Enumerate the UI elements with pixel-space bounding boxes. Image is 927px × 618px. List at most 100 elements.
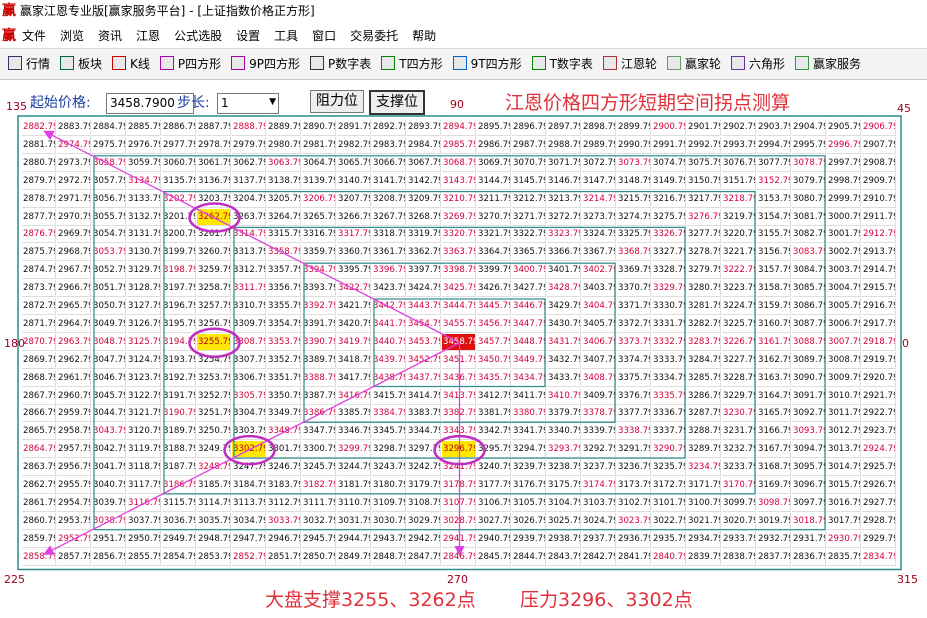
menu-item[interactable]: 文件 (22, 29, 47, 43)
grid-cell: 3384.79 (372, 405, 406, 423)
tool-label: P四方形 (177, 57, 222, 71)
toolbar-button[interactable]: 板块 (60, 49, 102, 79)
grid-cell: 2944.79 (337, 530, 371, 548)
grid-cell: 2951.79 (92, 530, 126, 548)
grid-cell: 2904.79 (792, 119, 826, 136)
grid-cell: 3172.79 (652, 477, 686, 494)
start-price-input[interactable]: 3458.7900 (106, 93, 194, 114)
grid-cell: 3188.79 (162, 441, 196, 459)
grid-cell: 3371.79 (617, 298, 651, 315)
grid-cell: 2916.79 (862, 298, 896, 315)
grid-cell: 3145.79 (512, 172, 546, 190)
grid-cell: 3436.79 (442, 369, 476, 387)
grid-cell: 2984.79 (407, 136, 441, 154)
toolbar-button[interactable]: 江恩轮 (602, 49, 657, 79)
grid-cell: 3077.79 (757, 154, 791, 172)
grid-cell: 3254.79 (197, 351, 231, 369)
grid-cell: 3046.79 (92, 369, 126, 387)
menu-item[interactable]: 工具 (274, 29, 299, 43)
menu-item[interactable]: 江恩 (136, 29, 161, 43)
grid-cell: 2861.79 (22, 494, 56, 512)
grid-cell: 3303.79 (232, 423, 266, 441)
grid-cell: 3396.79 (372, 262, 406, 280)
resistance-button[interactable]: 阻力位 (310, 90, 364, 113)
menu-item[interactable]: 浏览 (60, 29, 85, 43)
grid-cell: 3058.79 (92, 154, 126, 172)
grid-cell: 3291.79 (617, 441, 651, 459)
grid-cell: 3223.79 (722, 280, 756, 298)
grid-cell: 3061.79 (197, 154, 231, 172)
grid-cell: 3203.79 (197, 190, 231, 208)
toolbar-button[interactable]: 赢家服务 (794, 49, 861, 79)
grid-cell: 2945.79 (302, 530, 336, 548)
toolbar-button[interactable]: T数字表 (531, 49, 593, 79)
grid-cell: 2990.79 (617, 136, 651, 154)
tool-icon (159, 56, 174, 70)
grid-cell: 3060.79 (162, 154, 196, 172)
grid-cell: 3078.79 (792, 154, 826, 172)
grid-cell: 3434.79 (512, 369, 546, 387)
grid-cell: 3170.79 (722, 477, 756, 494)
toolbar-button[interactable]: 9P四方形 (231, 49, 300, 79)
toolbar-button[interactable]: P四方形 (159, 49, 222, 79)
grid-cell: 3120.79 (127, 423, 161, 441)
grid-cell: 2848.79 (372, 548, 406, 566)
grid-cell: 2996.79 (827, 136, 861, 154)
toolbar-button[interactable]: 赢家轮 (666, 49, 721, 79)
grid-cell: 2925.79 (862, 459, 896, 477)
step-select[interactable]: 1 ▼ (217, 93, 279, 114)
grid-cell: 3356.79 (267, 280, 301, 298)
grid-cell: 3155.79 (757, 226, 791, 244)
menu-item[interactable]: 帮助 (412, 29, 437, 43)
grid-cell: 2920.79 (862, 369, 896, 387)
toolbar-button[interactable]: P数字表 (310, 49, 371, 79)
grid-cell: 3209.79 (407, 190, 441, 208)
grid-cell: 3251.79 (197, 405, 231, 423)
tool-label: 9P四方形 (249, 57, 301, 71)
grid-cell: 3200.79 (162, 226, 196, 244)
grid-cell: 2987.79 (512, 136, 546, 154)
grid-cell: 3261.79 (197, 226, 231, 244)
toolbar-button[interactable]: 六角形 (730, 49, 785, 79)
grid-cell: 3289.79 (687, 441, 721, 459)
support-button[interactable]: 支撑位 (369, 90, 425, 115)
grid-cell: 3134.79 (127, 172, 161, 190)
grid-cell: 2966.79 (57, 280, 91, 298)
grid-cell: 3288.79 (687, 423, 721, 441)
toolbar-button[interactable]: T四方形 (381, 49, 443, 79)
grid-cell: 3377.79 (617, 405, 651, 423)
grid-cell: 2878.79 (22, 190, 56, 208)
grid-cell: 3217.79 (687, 190, 721, 208)
grid-cell: 3073.79 (617, 154, 651, 172)
grid-cell: 3433.79 (547, 369, 581, 387)
toolbar-button[interactable]: 9T四方形 (452, 49, 522, 79)
toolbar-button[interactable]: K线 (112, 49, 150, 79)
tool-icon (730, 56, 745, 70)
menu-item[interactable]: 公式选股 (174, 29, 223, 43)
grid-cell: 3016.79 (827, 494, 861, 512)
tool-icon (531, 56, 546, 70)
grid-cell: 2867.79 (22, 387, 56, 405)
grid-cell: 3429.79 (547, 298, 581, 315)
menu-item[interactable]: 设置 (236, 29, 261, 43)
menu-item[interactable]: 交易委托 (350, 29, 399, 43)
grid-cell: 3141.79 (372, 172, 406, 190)
grid-cell: 2957.79 (57, 441, 91, 459)
menu-item[interactable]: 资讯 (98, 29, 123, 43)
grid-cell: 3142.79 (407, 172, 441, 190)
grid-cell: 3154.79 (757, 208, 791, 226)
menu-item[interactable]: 窗口 (312, 29, 337, 43)
grid-cell: 3287.79 (687, 405, 721, 423)
toolbar-button[interactable]: 行情 (8, 49, 50, 79)
grid-cell: 3290.79 (652, 441, 686, 459)
grid-cell: 3062.79 (232, 154, 266, 172)
grid-cell: 3452.79 (407, 351, 441, 369)
grid-cell: 3168.79 (757, 459, 791, 477)
grid-cell: 3171.79 (687, 477, 721, 494)
grid-cell: 3135.79 (162, 172, 196, 190)
grid-cell: 2873.79 (22, 280, 56, 298)
tool-icon (310, 56, 325, 70)
grid-cell: 2883.79 (57, 119, 91, 136)
grid-cell: 3160.79 (757, 315, 791, 333)
grid-cell: 3069.79 (477, 154, 511, 172)
